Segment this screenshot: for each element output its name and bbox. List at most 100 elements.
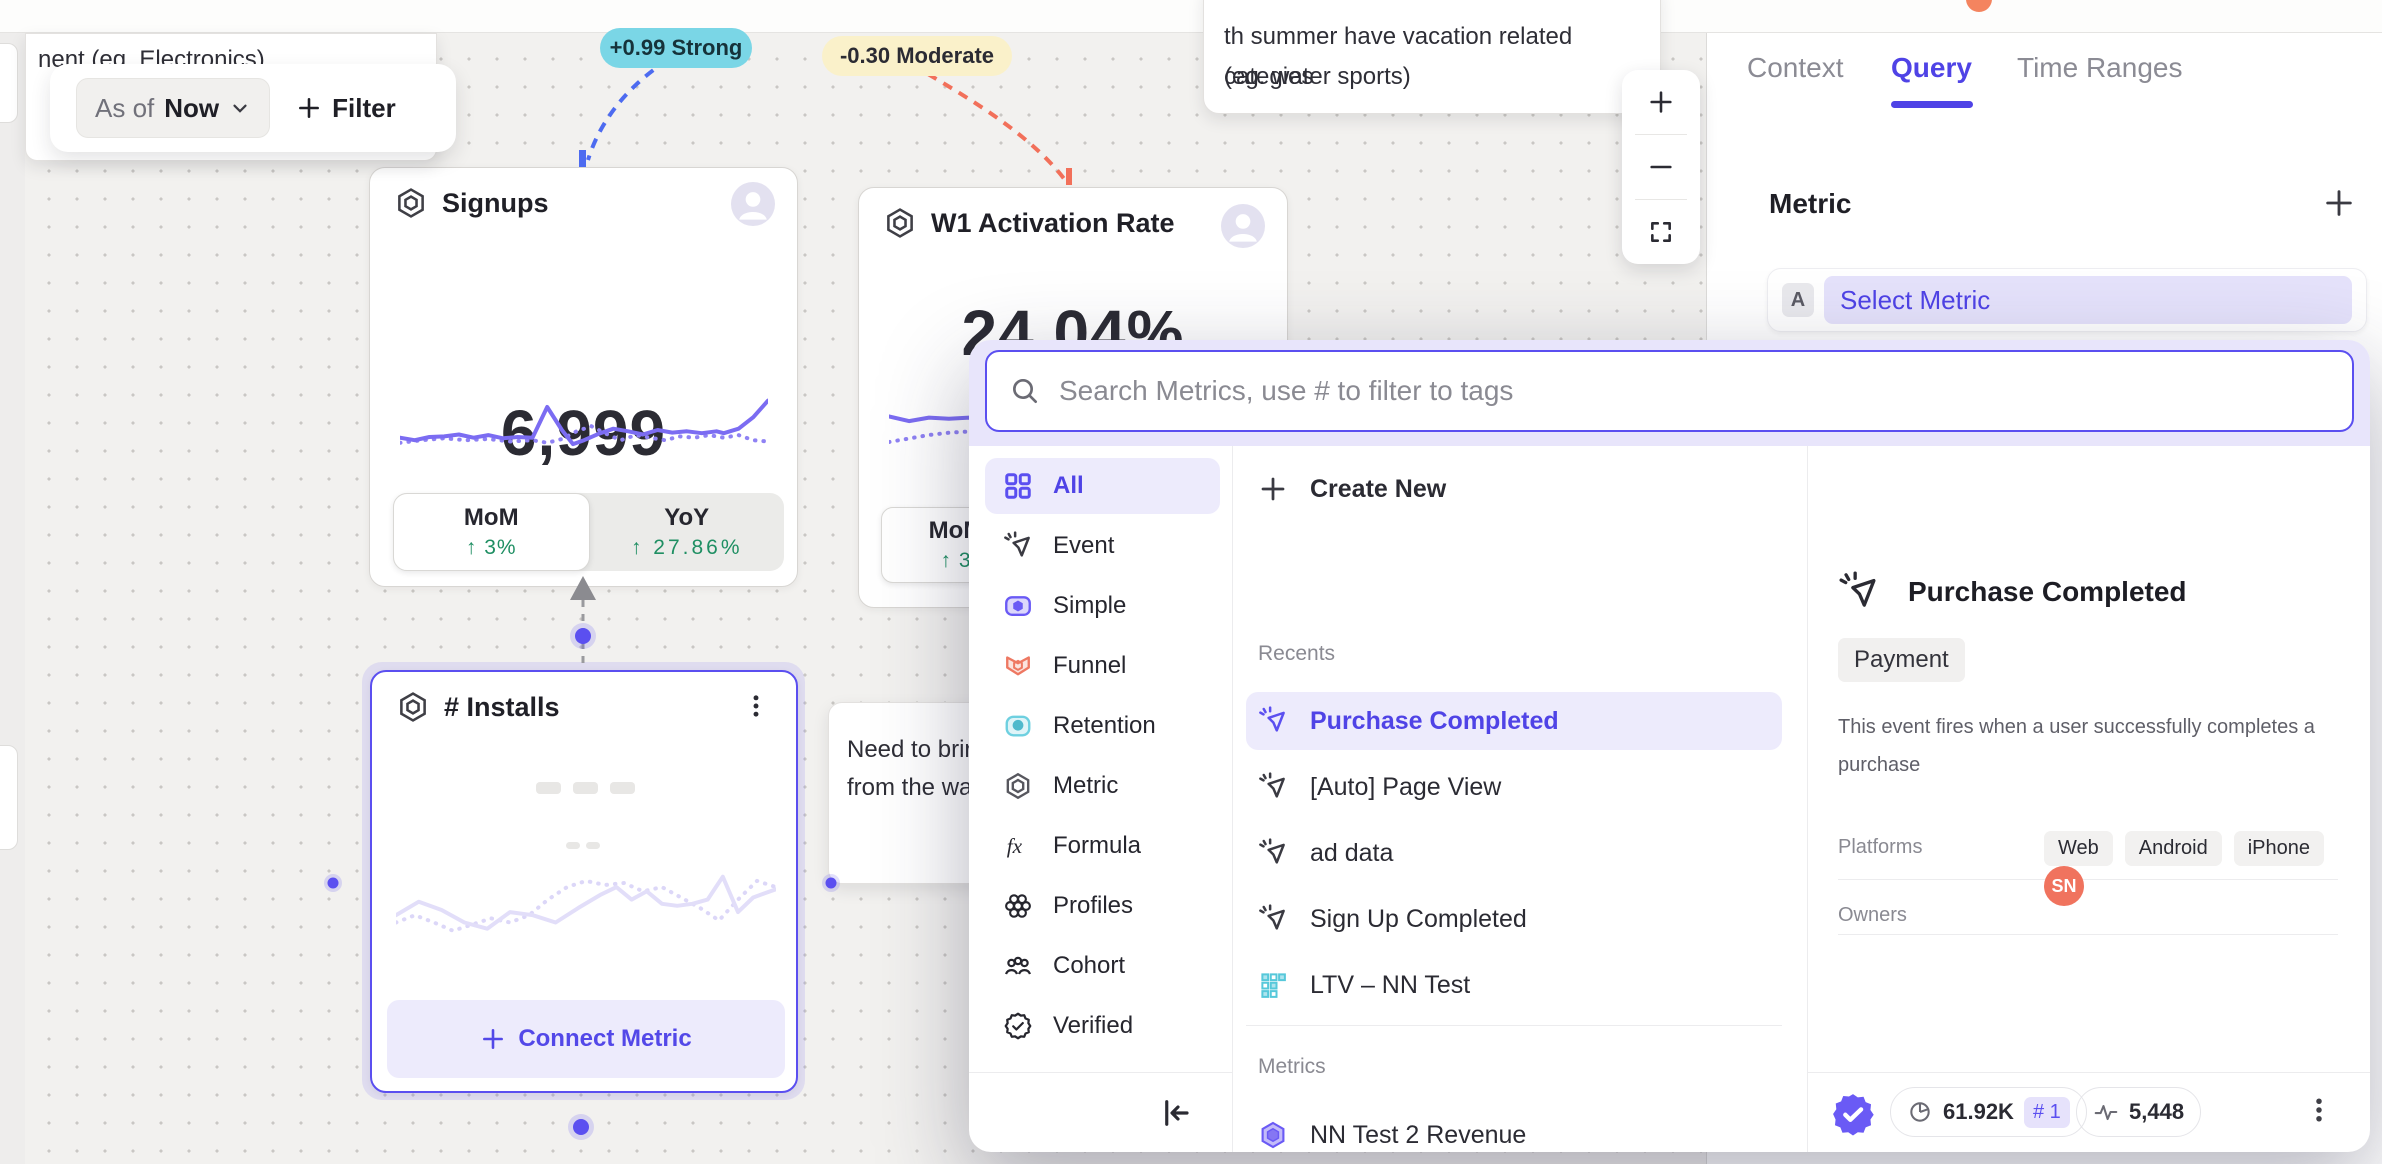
toggle-mom[interactable]: MoM ↑ 3% bbox=[393, 493, 590, 571]
card-title: # Installs bbox=[444, 691, 560, 722]
owner-avatar-icon[interactable] bbox=[1221, 204, 1265, 248]
category-column: All Event Simple Funnel Retention Metric fx For… bbox=[969, 446, 1233, 1152]
tab-context[interactable]: Context bbox=[1747, 52, 1844, 83]
active-tab-underline bbox=[1891, 101, 1973, 108]
event-volume-pill[interactable]: 61.92K # 1 bbox=[1890, 1087, 2087, 1137]
metric-slot-row[interactable]: A Select Metric bbox=[1767, 268, 2367, 332]
as-of-value: Now bbox=[164, 92, 220, 123]
platform-pill-android: Android bbox=[2124, 831, 2222, 866]
activity-pill[interactable]: 5,448 bbox=[2076, 1087, 2202, 1137]
list-item-label: [Auto] Page View bbox=[1310, 772, 1502, 801]
category-label: All bbox=[1053, 472, 1084, 499]
signups-sparkline bbox=[400, 398, 768, 447]
activity-count: 5,448 bbox=[2129, 1099, 2185, 1124]
search-box[interactable] bbox=[985, 350, 2354, 432]
list-item-ltv-nn-test[interactable]: LTV – NN Test bbox=[1246, 956, 1782, 1014]
event-spark-icon bbox=[1258, 904, 1288, 934]
as-of-dropdown[interactable]: As of Now bbox=[76, 78, 271, 138]
metric-hexagon-icon bbox=[396, 690, 430, 724]
card-title: Signups bbox=[442, 187, 549, 218]
grid-all-icon bbox=[1003, 471, 1033, 501]
platform-pill-iphone: iPhone bbox=[2233, 831, 2324, 866]
category-item-cohort[interactable]: Cohort bbox=[985, 938, 1220, 994]
note-line-2: (eg. water sports) bbox=[1224, 63, 1411, 90]
ltv-grid-icon bbox=[1258, 970, 1288, 1000]
category-item-simple[interactable]: Simple bbox=[985, 578, 1220, 634]
plus-icon bbox=[296, 95, 322, 121]
detail-footer: 61.92K # 1 5,448 bbox=[1808, 1072, 2370, 1152]
category-item-verified[interactable]: Verified bbox=[985, 998, 1220, 1054]
installs-ghost-sparkline bbox=[396, 874, 776, 933]
asof-toolbar: As of Now Filter bbox=[50, 64, 456, 152]
add-metric-icon[interactable] bbox=[2322, 186, 2356, 220]
event-spark-icon bbox=[1258, 772, 1288, 802]
collapse-panel-icon[interactable] bbox=[1157, 1095, 1193, 1131]
period-toggle: MoM ↑ 3% YoY ↑ 27.86% bbox=[393, 493, 784, 571]
category-item-formula[interactable]: fx Formula bbox=[985, 818, 1220, 874]
detail-tag[interactable]: Payment bbox=[1838, 638, 1965, 682]
fit-screen-button[interactable] bbox=[1622, 200, 1700, 264]
kebab-menu-icon[interactable] bbox=[742, 692, 770, 720]
simple-icon bbox=[1003, 591, 1033, 621]
profiles-icon bbox=[1003, 891, 1033, 921]
recents-header: Recents bbox=[1258, 642, 1336, 665]
sticky-note-topright[interactable]: th summer have vacation related categies… bbox=[1203, 0, 1661, 114]
toggle-yoy[interactable]: YoY ↑ 27.86% bbox=[590, 493, 785, 571]
app-header-strip bbox=[0, 0, 2382, 33]
rail-item-partial[interactable] bbox=[0, 745, 18, 850]
add-filter-button[interactable]: Filter bbox=[296, 93, 396, 124]
category-item-funnel[interactable]: Funnel bbox=[985, 638, 1220, 694]
toggle-value: ↑ 3% bbox=[465, 536, 517, 559]
category-item-event[interactable]: Event bbox=[985, 518, 1220, 574]
skeleton-bar bbox=[536, 782, 561, 794]
metric-hex-icon bbox=[1003, 771, 1033, 801]
list-item-sign-up-completed[interactable]: Sign Up Completed bbox=[1246, 890, 1782, 948]
divider bbox=[1246, 1025, 1782, 1026]
select-metric-button[interactable]: Select Metric bbox=[1824, 276, 2352, 324]
category-label: Cohort bbox=[1053, 952, 1126, 979]
category-item-all[interactable]: All bbox=[985, 458, 1220, 514]
owners-label: Owners bbox=[1838, 904, 1907, 926]
platform-pills: Web Android iPhone bbox=[2044, 831, 2324, 866]
funnel-icon bbox=[1003, 651, 1033, 681]
detail-description: This event fires when a user successfull… bbox=[1838, 716, 2315, 776]
zoom-out-button[interactable] bbox=[1622, 135, 1700, 199]
zoom-in-button[interactable] bbox=[1622, 70, 1700, 134]
list-item-nn-test-2-revenue[interactable]: NN Test 2 Revenue bbox=[1246, 1106, 1782, 1152]
plus-icon bbox=[480, 1026, 506, 1052]
category-item-retention[interactable]: Retention bbox=[985, 698, 1220, 754]
category-label: Funnel bbox=[1053, 652, 1127, 679]
verified-badge-icon bbox=[1830, 1091, 1876, 1137]
owner-avatar-icon[interactable] bbox=[731, 182, 775, 226]
detail-title: Purchase Completed bbox=[1908, 576, 2187, 607]
notification-dot bbox=[1966, 0, 1992, 12]
event-spark-icon bbox=[1258, 706, 1288, 736]
category-item-profiles[interactable]: Profiles bbox=[985, 878, 1220, 934]
owner-avatar[interactable]: SN bbox=[2044, 866, 2084, 906]
metric-hexagon-icon bbox=[883, 206, 917, 240]
as-of-label: As of bbox=[95, 92, 155, 123]
list-item-label: Sign Up Completed bbox=[1310, 904, 1527, 933]
correlation-badge-moderate[interactable]: -0.30 Moderate bbox=[822, 36, 1012, 76]
list-item-ad-data[interactable]: ad data bbox=[1246, 824, 1782, 882]
list-item-purchase-completed[interactable]: Purchase Completed bbox=[1246, 692, 1782, 750]
skeleton-dash bbox=[586, 842, 600, 849]
skeleton-dash bbox=[566, 842, 580, 849]
formula-icon: fx bbox=[1003, 831, 1033, 861]
rail-item-partial[interactable] bbox=[0, 43, 18, 123]
category-item-metric[interactable]: Metric bbox=[985, 758, 1220, 814]
metric-card-installs[interactable]: # Installs Connect Metric bbox=[370, 670, 798, 1093]
note-line-2: from the wa bbox=[847, 774, 973, 801]
tab-time-ranges[interactable]: Time Ranges bbox=[2017, 52, 2183, 83]
badge-text: +0.99 Strong bbox=[609, 35, 743, 60]
tab-query[interactable]: Query bbox=[1891, 52, 1972, 83]
kebab-menu-icon[interactable] bbox=[2304, 1095, 2334, 1125]
search-input[interactable] bbox=[1059, 375, 2330, 407]
connect-metric-button[interactable]: Connect Metric bbox=[387, 1000, 785, 1078]
create-new-button[interactable]: Create New bbox=[1246, 460, 1782, 518]
list-item--auto-page-view[interactable]: [Auto] Page View bbox=[1246, 758, 1782, 816]
note-line-1: Need to brir bbox=[847, 736, 973, 763]
correlation-badge-strong[interactable]: +0.99 Strong bbox=[600, 28, 752, 68]
